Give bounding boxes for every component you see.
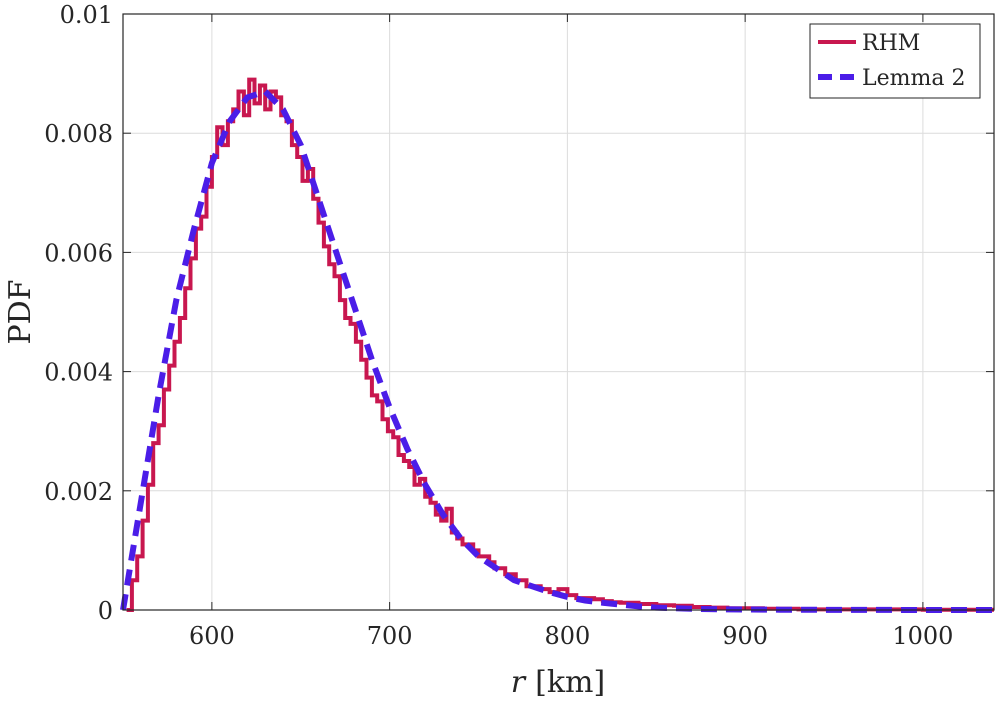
y-tick-label: 0.01 <box>60 1 113 29</box>
ticks: 600 700 800 900 1000 0 0.002 0.004 0.006 0.008 0.0… <box>44 1 994 650</box>
legend-label-lemma2: Lemma 2 <box>862 66 965 91</box>
series-layer <box>120 77 994 613</box>
x-axis-unit: [km] <box>535 665 605 700</box>
y-tick-label: 0.004 <box>44 359 113 387</box>
x-tick-label: 1000 <box>892 622 953 650</box>
y-tick-label: 0.008 <box>44 120 113 148</box>
legend-box <box>809 23 981 99</box>
y-axis-title: PDF <box>3 279 38 344</box>
legend-label-rhm: RHM <box>862 31 920 56</box>
legend: RHM Lemma 2 <box>809 23 981 99</box>
x-tick-label: 900 <box>722 622 768 650</box>
x-tick-label: 700 <box>367 622 413 650</box>
plot-frame <box>122 13 995 611</box>
x-tick-label: 800 <box>544 622 590 650</box>
y-tick-label: 0.002 <box>44 478 113 506</box>
plot-background <box>123 14 994 610</box>
series-line-lemma2 <box>120 88 994 613</box>
x-axis-variable: r <box>511 665 527 700</box>
y-tick-label: 0.006 <box>44 239 113 267</box>
x-axis-title: r [km] <box>511 665 605 700</box>
y-tick-label: 0 <box>98 597 113 625</box>
x-tick-label: 600 <box>189 622 235 650</box>
